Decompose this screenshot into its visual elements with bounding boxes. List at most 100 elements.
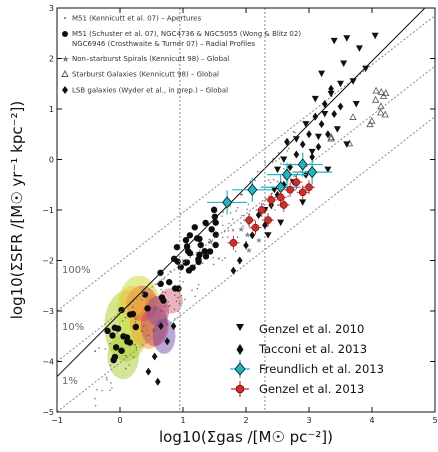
small-dot: [154, 308, 156, 310]
point-freundlich-2013: [307, 165, 318, 179]
small-dot: [256, 170, 259, 173]
large-dot: [185, 267, 193, 274]
small-dot: [152, 328, 155, 331]
large-dot: [173, 243, 181, 251]
small-dot: [254, 179, 256, 182]
legend-marker-small-dot: [64, 17, 66, 19]
small-dot: [240, 193, 243, 196]
legend-top-label-3: NGC6946 (Crosthwaite & Turner 07) – Radi…: [72, 40, 255, 48]
large-dot: [112, 344, 120, 351]
point-genzel-2010: [355, 45, 363, 52]
small-dot: [109, 342, 111, 345]
efficiency-label-1: 1%: [62, 376, 78, 387]
small-dot: [134, 343, 136, 346]
small-dot: [131, 306, 134, 309]
point-tacconi-2013: [284, 137, 290, 146]
small-dot: [194, 295, 197, 298]
legend-entry-freundlich-2013: Freundlich et al. 2013: [230, 360, 384, 378]
small-dot: [227, 229, 230, 232]
efficiency-label-100: 100%: [62, 265, 91, 276]
x-tick-label: 4: [369, 416, 374, 425]
point-genzel-2013: [257, 206, 266, 214]
open-triangle: [371, 95, 380, 103]
large-dot: [202, 253, 210, 260]
large-dot: [195, 255, 202, 263]
small-dot: [292, 130, 295, 133]
x-tick-label: 1: [180, 416, 185, 425]
large-dot: [111, 353, 119, 361]
legend-top-entry-4: Starburst Galaxies (Kennicutt 98) – Glob…: [61, 70, 219, 79]
point-genzel-2013: [264, 216, 272, 224]
legend-top-label-6: LSB galaxies (Wyder et al., in prep.) – …: [72, 87, 228, 95]
large-dot: [201, 248, 208, 255]
point-tacconi-2013: [262, 221, 268, 230]
star-marker: ★: [255, 236, 262, 245]
small-dot: [124, 316, 127, 319]
small-dot: [162, 291, 164, 293]
legend-label-freundlich-2013: Freundlich et al. 2013: [259, 362, 384, 376]
small-dot: [222, 224, 224, 227]
point-genzel-2013: [305, 183, 313, 192]
legend-label-genzel-2010: Genzel et al. 2010: [259, 322, 364, 336]
open-triangle: [368, 116, 376, 124]
small-dot: [282, 167, 285, 170]
point-tacconi-2013: [158, 322, 164, 331]
y-tick-label: 2: [49, 55, 54, 64]
fit-line: [57, 8, 426, 378]
small-dot: [269, 181, 272, 184]
small-dot: [94, 397, 96, 400]
small-dot: [184, 298, 186, 301]
y-tick-label: −2: [42, 257, 54, 266]
small-dot: [141, 299, 143, 301]
legend-top-label-1: M51 (Kennicutt et al. 07) – Apertures: [72, 15, 201, 23]
small-dot: [231, 228, 234, 231]
small-dot: [249, 180, 252, 183]
point-genzel-2010: [308, 148, 316, 156]
point-tacconi-2013: [306, 130, 312, 139]
small-dot: [98, 347, 100, 349]
density-cloud: ★★★★★★: [94, 86, 390, 407]
large-dot: [212, 231, 220, 238]
point-genzel-2010: [280, 156, 288, 163]
point-tacconi-2013: [164, 337, 171, 346]
small-dot: [143, 325, 145, 328]
point-tacconi-2013: [331, 110, 337, 119]
small-dot: [134, 318, 137, 320]
point-tacconi-2013: [243, 241, 249, 250]
legend-bottom: Genzel et al. 2010 Tacconi et al. 2013 F…: [230, 322, 384, 397]
point-tacconi-2013: [249, 231, 256, 240]
small-dot: [105, 376, 108, 379]
large-dot: [141, 291, 149, 298]
y-tick-label: 0: [49, 156, 54, 165]
large-dot: [191, 224, 198, 231]
small-dot: [104, 348, 107, 350]
density-blob-7: [152, 318, 176, 354]
small-dot: [164, 291, 167, 294]
small-dot: [236, 206, 239, 209]
point-genzel-2013: [267, 196, 276, 204]
large-dot: [202, 219, 209, 227]
open-triangle: [327, 133, 336, 141]
small-dot: [111, 387, 113, 389]
point-genzel-2013: [292, 178, 301, 187]
small-dot: [194, 263, 196, 266]
small-dot: [280, 163, 282, 165]
large-dot: [184, 247, 192, 255]
point-genzel-2010: [327, 90, 335, 98]
point-genzel-2013: [279, 201, 288, 209]
small-dot: [236, 236, 239, 239]
point-tacconi-2013: [309, 152, 315, 161]
point-genzel-2010: [292, 136, 300, 143]
open-triangle: [366, 120, 374, 128]
point-genzel-2010: [330, 37, 338, 45]
small-dot: [177, 310, 179, 313]
small-dot: [109, 389, 111, 392]
point-tacconi-2013: [337, 102, 344, 111]
small-dot: [212, 256, 214, 259]
small-dot: [124, 367, 127, 370]
small-dot: [294, 131, 296, 134]
point-genzel-2010: [333, 126, 341, 133]
density-blob-9: [157, 288, 183, 314]
large-dot: [194, 235, 201, 242]
